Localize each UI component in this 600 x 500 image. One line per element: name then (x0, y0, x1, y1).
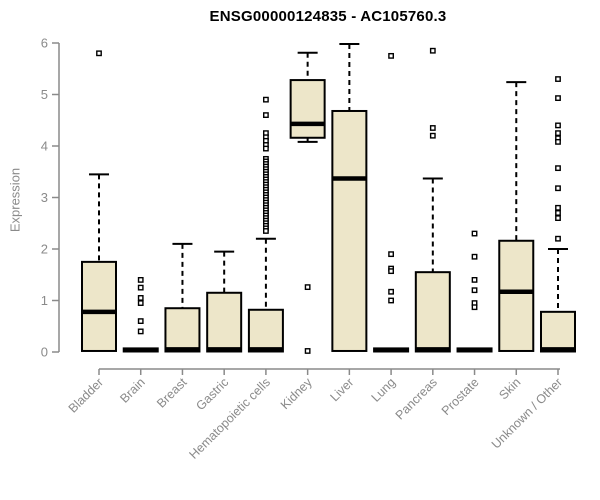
x-tick-label-bladder: Bladder (66, 375, 106, 415)
x-tick-label-brain: Brain (117, 375, 148, 406)
outlier-point-hematopoietic-cells (263, 145, 269, 152)
outlier-point-unknown-other (555, 210, 561, 216)
outlier-point-lung (388, 268, 394, 275)
outlier-point-unknown-other (555, 122, 561, 129)
outlier-point-unknown-other (555, 95, 561, 102)
x-tick-label-prostate: Prostate (439, 375, 482, 418)
outlier-point-pancreas (429, 125, 436, 131)
x-tick-label-lung: Lung (369, 375, 399, 405)
box-bladder (81, 260, 117, 352)
outlier-point-hematopoietic-cells (263, 228, 269, 234)
outlier-point-kidney (304, 284, 311, 291)
x-tick-label-kidney: Kidney (278, 375, 315, 412)
x-tick-label-unknown-other: Unknown / Other (489, 375, 565, 451)
outlier-point-brain (137, 300, 144, 306)
box-kidney (289, 79, 326, 139)
outlier-point-hematopoietic-cells (263, 112, 269, 119)
y-tick-label: 6 (41, 36, 48, 51)
outlier-point-unknown-other (555, 138, 561, 145)
outlier-point-lung (388, 288, 394, 295)
outlier-point-brain (137, 295, 144, 301)
y-tick-label: 5 (41, 87, 48, 102)
box-skin (498, 239, 535, 352)
outlier-point-unknown-other (555, 185, 561, 192)
outlier-point-unknown-other (555, 215, 561, 221)
x-tick-label-liver: Liver (327, 375, 356, 404)
box-gastric (206, 291, 243, 353)
outlier-point-lung (388, 251, 394, 258)
box-liver (331, 109, 368, 352)
outlier-point-brain (137, 284, 144, 291)
x-tick-label-breast: Breast (154, 375, 190, 411)
outlier-point-unknown-other (555, 235, 561, 242)
box-pancreas (414, 271, 451, 353)
outlier-point-prostate (471, 230, 478, 237)
y-tick-label: 4 (41, 139, 48, 154)
y-tick-label: 0 (41, 345, 48, 360)
box-breast (164, 307, 201, 353)
box-unknown-other (539, 310, 576, 353)
x-tick-label-skin: Skin (496, 375, 523, 402)
x-tick-label-gastric: Gastric (193, 375, 231, 413)
outlier-point-pancreas (429, 47, 436, 54)
outlier-point-pancreas (429, 132, 436, 139)
chart-title: ENSG00000124835 - AC105760.3 (209, 8, 447, 25)
outlier-point-kidney (304, 348, 311, 354)
box-hematopoietic-cells (247, 308, 284, 353)
outlier-point-prostate (471, 304, 478, 311)
outlier-point-prostate (471, 277, 478, 283)
outlier-point-prostate (471, 287, 478, 294)
y-tick-label: 2 (41, 242, 48, 257)
y-axis-label: Expression (7, 167, 23, 233)
outlier-point-bladder (96, 50, 102, 57)
outlier-point-brain (137, 318, 144, 324)
outlier-point-unknown-other (555, 76, 561, 82)
outlier-point-prostate (471, 253, 478, 260)
outlier-point-unknown-other (555, 165, 561, 172)
y-tick-label: 3 (41, 190, 48, 205)
y-tick-label: 1 (41, 293, 48, 308)
outlier-point-brain (137, 277, 144, 283)
outlier-point-unknown-other (555, 130, 561, 137)
outlier-point-hematopoietic-cells (263, 96, 269, 103)
x-tick-label-hematopoietic-cells: Hematopoietic cells (186, 375, 273, 462)
outlier-point-lung (388, 297, 394, 304)
outlier-point-lung (388, 52, 394, 59)
outlier-point-brain (137, 328, 144, 335)
x-tick-label-pancreas: Pancreas (393, 375, 440, 422)
outlier-point-unknown-other (555, 204, 561, 211)
